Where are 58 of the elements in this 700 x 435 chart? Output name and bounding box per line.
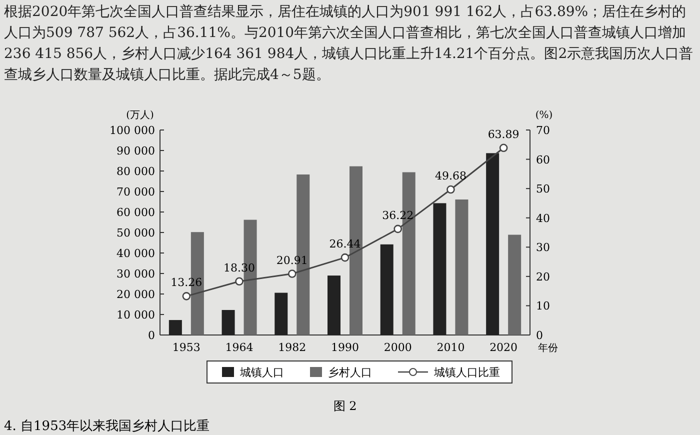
y2-tick-label: 70 — [536, 124, 550, 137]
y2-tick-label: 40 — [536, 212, 550, 225]
legend-label: 城镇人口比重 — [433, 366, 500, 379]
text: 根据2020年第七次全国人口普查结果显示，居住在城镇的人口为901 991 162人，占63.89%；居住在乡村的人口为509 787 562人，占36.11%。与2010年第六次全国人口普查相比，第七次全国人口普查城镇人口增加236 415 856人，乡村人口减少164 361 984人，城镇人口比重上升14.21个百分点。图2示意我国历次人口普查城乡人口数量及城镇人口比重。据此完成4～5题。 — [4, 3, 694, 85]
y-tick-label: 60 000 — [116, 206, 155, 219]
bar — [328, 276, 340, 335]
y2-axis-title: (%) — [535, 110, 553, 121]
y2-tick-label: 10 — [536, 300, 550, 313]
data-label: 36.22 — [382, 208, 414, 222]
y-tick-label: 0 — [148, 329, 155, 342]
point — [235, 277, 244, 286]
y-tick-label: 90 000 — [116, 144, 155, 158]
y-tick-label: 10 000 — [116, 308, 155, 322]
data-label: 63.89 — [488, 128, 520, 141]
bar — [274, 292, 288, 335]
y-tick-label: 80 000 — [116, 165, 155, 178]
y2-tick-label: 60 — [536, 153, 550, 166]
y-axis-title: (万人) — [126, 110, 154, 121]
y-tick-label: 50 000 — [116, 226, 155, 240]
y-tick-label: 30 000 — [116, 268, 155, 280]
point — [446, 185, 455, 194]
y2-tick-label: 0 — [536, 329, 543, 342]
y2-tick-label: 20 — [536, 270, 550, 284]
bar — [222, 310, 235, 335]
bar — [508, 234, 522, 335]
caption: 图 2 — [333, 399, 357, 413]
x-tick-label: 2020 — [490, 341, 518, 354]
x-tick-label: 2010 — [436, 341, 465, 354]
data-label: 13.26 — [170, 276, 202, 290]
legend-label: 城镇人口 — [239, 366, 284, 379]
point — [340, 253, 350, 262]
bar — [168, 320, 182, 335]
point — [288, 270, 296, 278]
data-label: 20.91 — [276, 254, 308, 267]
data-label: 49.68 — [434, 170, 466, 183]
legend-label: 乡村人口 — [328, 366, 372, 379]
x-tick-label: 1982 — [278, 341, 306, 354]
y-tick-label: 40 000 — [116, 247, 155, 260]
data-label: 18.30 — [224, 261, 256, 274]
point — [394, 224, 402, 234]
x-tick-label: 1990 — [331, 341, 359, 354]
bar — [486, 153, 500, 335]
bar — [455, 199, 468, 335]
x-tick-label: 1964 — [225, 341, 254, 354]
bar — [380, 244, 394, 335]
y-tick-label: 20 000 — [116, 288, 155, 301]
point — [182, 292, 191, 300]
x-tick-label: 1953 — [172, 341, 200, 354]
y-tick-label: 100 000 — [110, 124, 155, 137]
text: 4. 自1953年以来我国乡村人口比重 — [4, 419, 210, 434]
x-axis-title: 年份 — [538, 342, 558, 354]
y2-tick-label: 30 — [536, 241, 550, 254]
y2-tick-label: 50 — [536, 182, 550, 196]
bar — [433, 203, 446, 335]
y-tick-label: 70 000 — [116, 186, 155, 198]
point — [499, 144, 508, 152]
data-label: 26.44 — [329, 238, 361, 251]
x-tick-label: 2000 — [384, 341, 412, 354]
